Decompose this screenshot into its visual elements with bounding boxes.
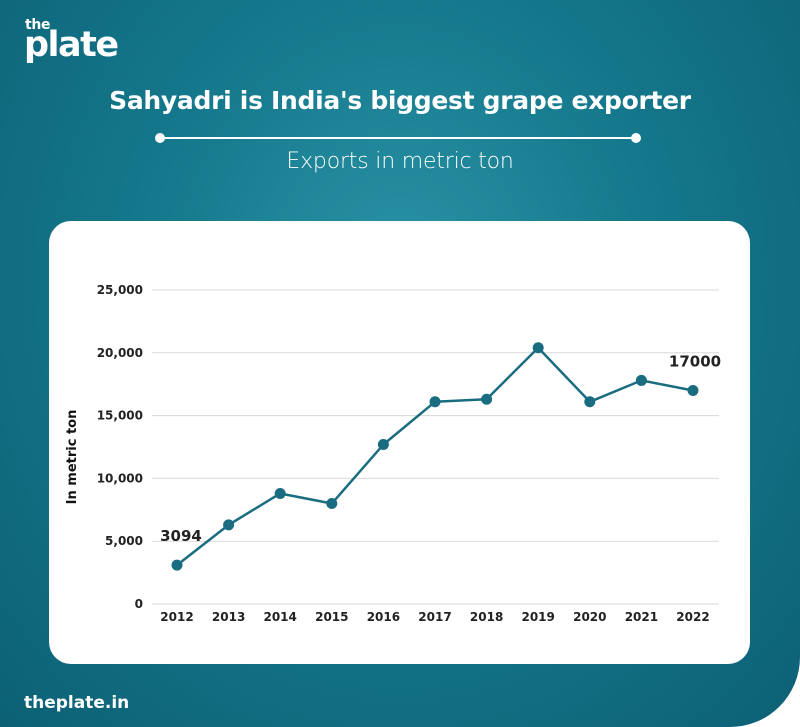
logo-small-text: the bbox=[25, 17, 51, 33]
data-point bbox=[326, 498, 338, 510]
x-tick-label: 2014 bbox=[263, 610, 296, 624]
y-axis-label: In metric ton bbox=[65, 410, 80, 505]
y-tick-label: 20,000 bbox=[97, 346, 143, 360]
data-point bbox=[635, 374, 647, 386]
footer-url: theplate.in bbox=[24, 693, 130, 713]
x-tick-label: 2015 bbox=[315, 610, 348, 624]
logo-big-text: plate bbox=[24, 25, 119, 65]
data-point bbox=[532, 342, 544, 354]
data-label: 3094 bbox=[160, 527, 202, 545]
x-tick-label: 2017 bbox=[418, 610, 451, 624]
brand-logo: the plate bbox=[24, 17, 119, 65]
divider-dot-left bbox=[155, 133, 165, 143]
divider-dot-right bbox=[631, 133, 641, 143]
data-point bbox=[274, 487, 286, 499]
x-tick-label: 2016 bbox=[367, 610, 400, 624]
title-divider bbox=[160, 137, 636, 139]
chart-subtitle: Exports in metric ton bbox=[286, 149, 514, 174]
data-point bbox=[584, 396, 596, 408]
x-tick-label: 2012 bbox=[160, 610, 193, 624]
series-line bbox=[176, 346, 694, 567]
x-tick-label: 2020 bbox=[573, 610, 606, 624]
data-point bbox=[429, 396, 441, 408]
y-tick-label: 5,000 bbox=[105, 534, 143, 548]
data-point bbox=[481, 393, 493, 405]
chart-title: Sahyadri is India's biggest grape export… bbox=[109, 86, 691, 115]
y-tick-label: 25,000 bbox=[97, 283, 143, 297]
x-tick-label: 2013 bbox=[212, 610, 245, 624]
x-tick-label: 2019 bbox=[521, 610, 554, 624]
y-tick-label: 0 bbox=[135, 597, 143, 611]
chart-card: 0 5,000 10,000 15,000 20,000 25,000 2012 2013 20… bbox=[49, 221, 750, 664]
data-point bbox=[687, 384, 699, 396]
data-point bbox=[223, 519, 235, 531]
data-point bbox=[171, 559, 183, 571]
line-chart: 0 5,000 10,000 15,000 20,000 25,000 2012 2013 20… bbox=[65, 283, 721, 624]
data-point bbox=[377, 438, 389, 450]
y-tick-label: 10,000 bbox=[97, 471, 143, 485]
y-tick-label: 15,000 bbox=[97, 409, 143, 423]
x-tick-label: 2018 bbox=[470, 610, 503, 624]
data-label: 17000 bbox=[669, 352, 721, 370]
x-tick-label: 2021 bbox=[625, 610, 658, 624]
x-tick-label: 2022 bbox=[676, 610, 709, 624]
